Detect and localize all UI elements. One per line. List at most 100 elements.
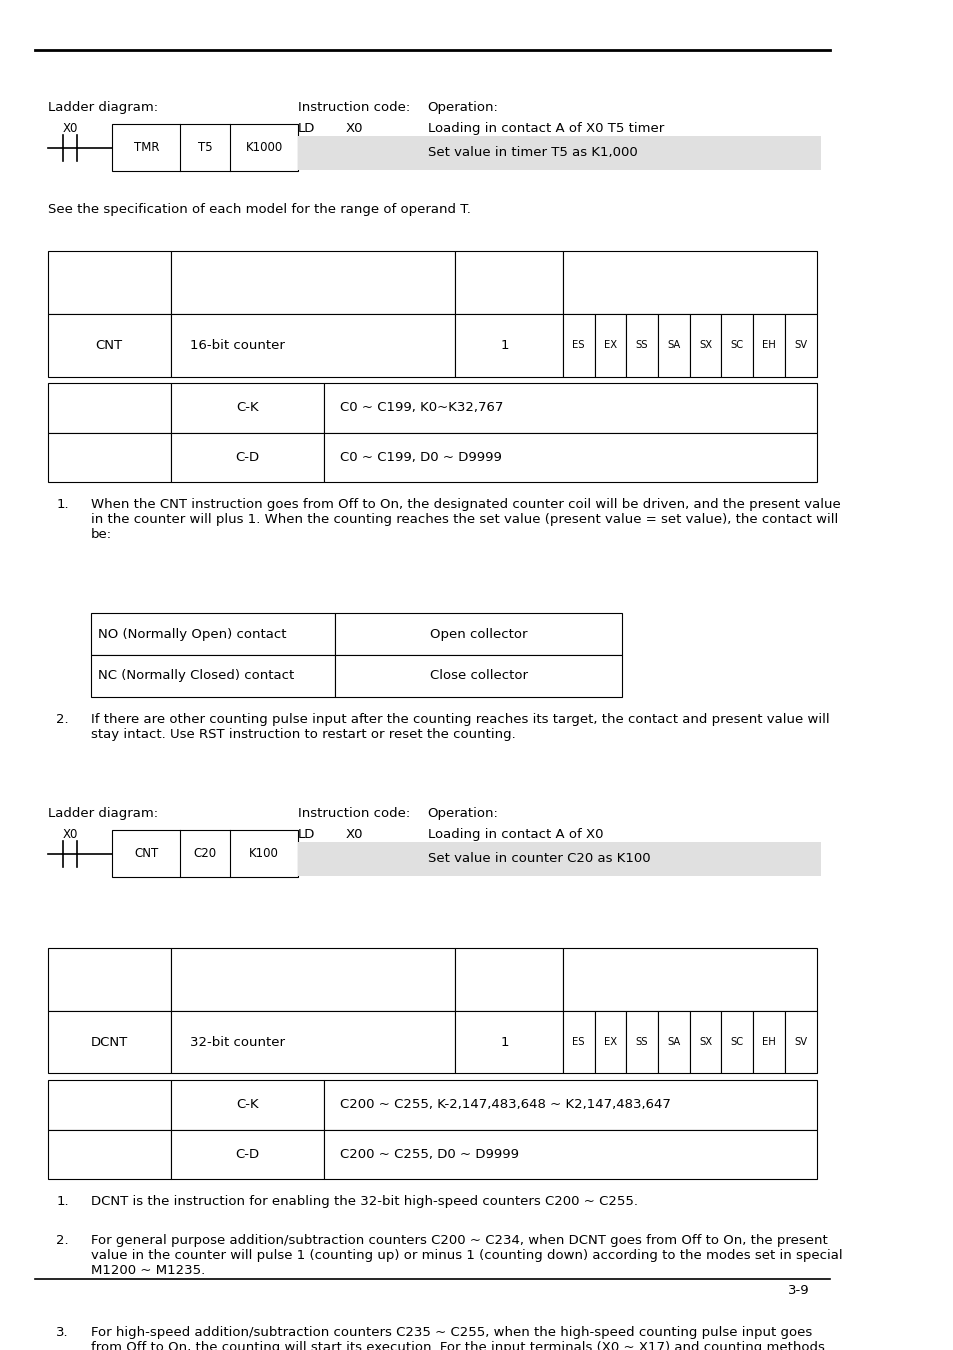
Bar (48, 433, 171, 482)
Bar (784, 1011, 816, 1073)
Text: SC: SC (730, 340, 743, 350)
Bar (48, 251, 171, 313)
Bar (48, 1011, 171, 1073)
Text: 3.: 3. (56, 1326, 69, 1339)
Bar (455, 948, 562, 1011)
Bar (171, 251, 455, 313)
Bar (625, 1011, 658, 1073)
Text: 1: 1 (500, 339, 509, 351)
Text: Operation:: Operation: (427, 101, 498, 113)
Text: X0: X0 (63, 828, 78, 841)
Bar (658, 1011, 689, 1073)
Text: C200 ~ C255, D0 ~ D9999: C200 ~ C255, D0 ~ D9999 (339, 1148, 518, 1161)
Bar (171, 433, 324, 482)
Text: EH: EH (761, 340, 775, 350)
Bar (48, 1130, 171, 1180)
Bar (112, 124, 297, 171)
Bar (752, 1011, 784, 1073)
Text: See the specification of each model for the range of operand T.: See the specification of each model for … (48, 202, 470, 216)
Text: SS: SS (636, 1037, 648, 1048)
Text: For general purpose addition/subtraction counters C200 ~ C234, when DCNT goes fr: For general purpose addition/subtraction… (91, 1234, 841, 1277)
Bar (752, 313, 784, 377)
Text: 3-9: 3-9 (787, 1284, 809, 1297)
Bar (562, 948, 816, 1011)
Bar (658, 313, 689, 377)
Bar (562, 313, 594, 377)
Bar (335, 613, 621, 655)
Bar (784, 313, 816, 377)
Text: SV: SV (793, 1037, 806, 1048)
Text: ES: ES (572, 340, 584, 350)
Bar (171, 1080, 324, 1130)
Text: X0: X0 (63, 122, 78, 135)
Text: 1.: 1. (56, 1195, 69, 1208)
Text: Set value in timer T5 as K1,000: Set value in timer T5 as K1,000 (427, 146, 637, 159)
Bar (48, 313, 171, 377)
Text: K1000: K1000 (246, 142, 283, 154)
Text: Operation:: Operation: (427, 807, 498, 819)
Text: 2.: 2. (56, 1234, 69, 1247)
Text: Ladder diagram:: Ladder diagram: (48, 101, 157, 113)
Text: DCNT: DCNT (91, 1035, 128, 1049)
Text: If there are other counting pulse input after the counting reaches its target, t: If there are other counting pulse input … (91, 713, 828, 741)
Text: Open collector: Open collector (430, 628, 527, 641)
Text: ES: ES (572, 1037, 584, 1048)
Text: EX: EX (603, 1037, 617, 1048)
Text: T5: T5 (197, 142, 213, 154)
Bar (562, 251, 816, 313)
Bar (171, 1011, 455, 1073)
Text: C-D: C-D (235, 1148, 259, 1161)
Bar (594, 1011, 625, 1073)
Text: X0: X0 (345, 828, 363, 841)
Text: EH: EH (761, 1037, 775, 1048)
Text: NC (Normally Closed) contact: NC (Normally Closed) contact (97, 670, 294, 683)
Text: SX: SX (699, 340, 711, 350)
Text: K100: K100 (249, 848, 279, 860)
Text: C200 ~ C255, K-2,147,483,648 ~ K2,147,483,647: C200 ~ C255, K-2,147,483,648 ~ K2,147,48… (339, 1099, 670, 1111)
Bar (297, 842, 820, 876)
Text: Instruction code:: Instruction code: (297, 807, 410, 819)
Text: LD: LD (297, 828, 315, 841)
Text: C0 ~ C199, D0 ~ D9999: C0 ~ C199, D0 ~ D9999 (339, 451, 501, 464)
Bar (720, 1011, 752, 1073)
Bar (625, 313, 658, 377)
Text: SA: SA (666, 340, 679, 350)
Bar (689, 1011, 720, 1073)
Bar (171, 383, 324, 433)
Bar (324, 433, 816, 482)
Text: CNT: CNT (134, 848, 158, 860)
Bar (455, 313, 562, 377)
Bar (171, 1130, 324, 1180)
Bar (335, 655, 621, 697)
Text: C-K: C-K (236, 401, 258, 414)
Bar (171, 948, 455, 1011)
Text: 1: 1 (500, 1035, 509, 1049)
Text: CNT: CNT (95, 339, 123, 351)
Bar (91, 655, 335, 697)
Text: TMR: TMR (133, 142, 159, 154)
Text: SS: SS (636, 340, 648, 350)
Bar (689, 313, 720, 377)
Text: NO (Normally Open) contact: NO (Normally Open) contact (97, 628, 286, 641)
Bar (48, 948, 171, 1011)
Bar (48, 383, 171, 433)
Text: Loading in contact A of X0 T5 timer: Loading in contact A of X0 T5 timer (427, 122, 663, 135)
Text: C-K: C-K (236, 1099, 258, 1111)
Bar (455, 1011, 562, 1073)
Bar (455, 251, 562, 313)
Text: C-D: C-D (235, 451, 259, 464)
Bar (91, 613, 335, 655)
Text: 16-bit counter: 16-bit counter (190, 339, 284, 351)
Text: Set value in counter C20 as K100: Set value in counter C20 as K100 (427, 852, 650, 865)
Text: SC: SC (730, 1037, 743, 1048)
Bar (594, 313, 625, 377)
Bar (324, 383, 816, 433)
Text: DCNT is the instruction for enabling the 32-bit high-speed counters C200 ~ C255.: DCNT is the instruction for enabling the… (91, 1195, 637, 1208)
Text: X0: X0 (345, 122, 363, 135)
Text: EX: EX (603, 340, 617, 350)
Bar (324, 1130, 816, 1180)
Text: For high-speed addition/subtraction counters C235 ~ C255, when the high-speed co: For high-speed addition/subtraction coun… (91, 1326, 823, 1350)
Bar (562, 1011, 594, 1073)
Bar (48, 1080, 171, 1130)
Text: Instruction code:: Instruction code: (297, 101, 410, 113)
